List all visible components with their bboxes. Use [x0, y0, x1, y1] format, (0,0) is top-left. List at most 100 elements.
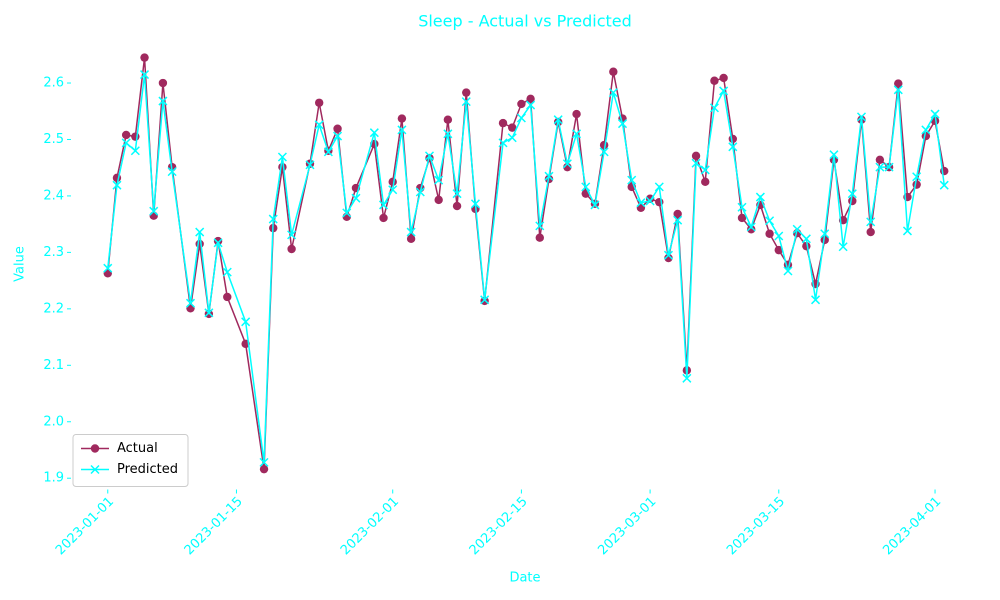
x-tick-label: 2023-02-15 [467, 494, 531, 558]
point [452, 201, 462, 211]
y-tick-label: 2.2 [43, 301, 64, 316]
legend-marker [90, 464, 100, 475]
point [507, 133, 517, 143]
point [747, 225, 756, 234]
point [875, 155, 885, 164]
point [829, 150, 839, 160]
point [314, 98, 324, 107]
point [259, 464, 269, 474]
point [609, 67, 618, 76]
point [130, 146, 140, 156]
point [645, 196, 655, 206]
y-tick-label: 2.3 [43, 245, 64, 260]
point [287, 230, 297, 240]
y-axis-label: Value [13, 246, 28, 282]
x-tick-label: 2023-01-01 [53, 494, 117, 558]
point [213, 236, 223, 246]
point [866, 217, 876, 227]
point [498, 138, 508, 148]
point [434, 195, 443, 205]
point [921, 125, 931, 135]
point [379, 213, 388, 223]
point [728, 142, 738, 152]
point [783, 266, 793, 276]
point [378, 200, 389, 210]
point [131, 132, 140, 141]
point [884, 162, 894, 172]
point [930, 109, 940, 119]
x-tick-label: 2023-01-15 [182, 494, 246, 558]
point [388, 177, 397, 187]
point [811, 295, 821, 305]
point [517, 99, 526, 109]
point [406, 234, 416, 244]
y-tick-label: 2.4 [43, 188, 64, 203]
point [241, 317, 251, 327]
point [691, 158, 701, 168]
point [710, 76, 719, 85]
point [424, 151, 435, 161]
point [608, 88, 618, 98]
point [498, 118, 508, 128]
point [434, 175, 444, 185]
point [581, 182, 591, 192]
point [801, 234, 811, 244]
point [765, 216, 775, 226]
point [342, 208, 352, 218]
point [866, 227, 875, 237]
point [737, 213, 747, 223]
point [737, 202, 747, 212]
point [351, 193, 361, 203]
point [406, 227, 416, 237]
point [912, 180, 921, 189]
point [572, 129, 582, 139]
point [443, 115, 453, 124]
point [673, 215, 683, 225]
point [195, 227, 205, 237]
point [902, 226, 912, 236]
point [701, 177, 710, 187]
point [195, 239, 204, 249]
point [847, 189, 857, 199]
x-axis-label: Date [509, 571, 540, 586]
point [562, 159, 572, 169]
point [893, 85, 903, 95]
point [719, 73, 728, 83]
point [470, 199, 480, 209]
point [158, 96, 168, 106]
point [599, 147, 609, 157]
point [553, 115, 563, 125]
point [185, 298, 196, 308]
point [664, 253, 673, 263]
point [544, 171, 554, 181]
point [627, 175, 637, 185]
point [121, 138, 131, 148]
point [535, 221, 545, 231]
point [700, 165, 710, 175]
point [140, 70, 150, 80]
x-tick-label: 2023-03-01 [595, 494, 659, 558]
point [617, 119, 628, 129]
point [167, 167, 177, 177]
point [894, 79, 903, 88]
point [369, 128, 379, 138]
y-tick-label: 2.1 [43, 358, 64, 373]
point [508, 123, 517, 132]
point [856, 112, 867, 122]
x-tick-label: 2023-03-15 [724, 494, 788, 558]
series-line [107, 57, 945, 470]
point [397, 125, 407, 135]
point [314, 120, 324, 130]
point [204, 309, 214, 319]
point [912, 172, 922, 182]
point [792, 224, 802, 234]
point [673, 209, 682, 219]
point [443, 129, 453, 139]
legend-label: Predicted [117, 462, 178, 477]
point [663, 250, 674, 260]
y-tick-label: 2.0 [43, 414, 64, 429]
point [746, 222, 756, 232]
point [397, 114, 407, 123]
point [103, 263, 113, 273]
